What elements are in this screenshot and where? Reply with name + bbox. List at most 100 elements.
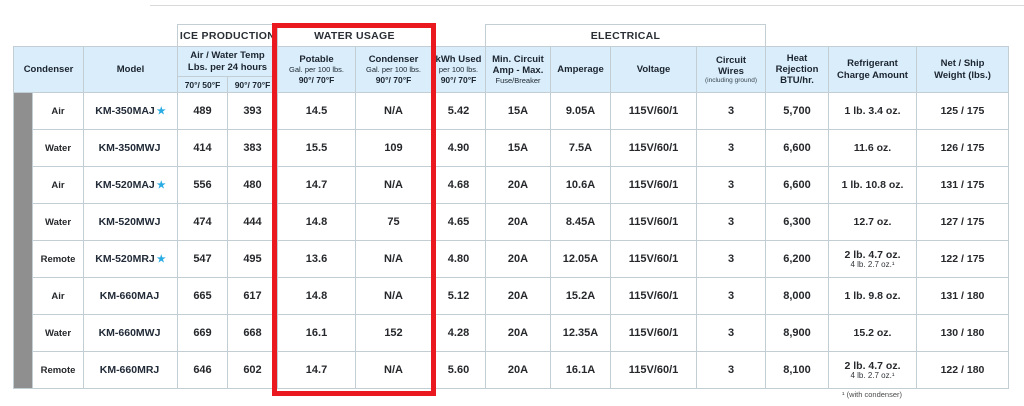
- cell-refrigerant: 2 lb. 4.7 oz. 4 lb. 2.7 oz.¹: [828, 351, 917, 389]
- col-header-condenser: Condenser: [13, 46, 84, 93]
- refrigerant-main: 2 lb. 4.7 oz.: [844, 359, 901, 372]
- cell-net-ship-weight: 122 / 180: [916, 351, 1009, 389]
- cell-refrigerant: 12.7 oz.: [828, 203, 917, 241]
- cell-refrigerant: 15.2 oz.: [828, 314, 917, 352]
- cell-heat-rejection: 8,900: [765, 314, 829, 352]
- cell-heat-rejection: 6,600: [765, 129, 829, 167]
- cell-condenser-gal: N/A: [355, 92, 432, 130]
- cell-condenser-type: Air: [32, 166, 84, 204]
- refrigerant-main: 1 lb. 9.8 oz.: [844, 289, 901, 302]
- cell-refrigerant: 11.6 oz.: [828, 129, 917, 167]
- cell-condenser-type: Remote: [32, 351, 84, 389]
- refrigerant-main: 11.6 oz.: [853, 141, 892, 154]
- refrigerant-main: 15.2 oz.: [853, 326, 892, 339]
- cell-lbs-90-70: 602: [227, 351, 278, 389]
- col-header-min-circuit: Min. Circuit Amp - Max. Fuse/Breaker: [485, 46, 551, 93]
- cell-net-ship-weight: 122 / 175: [916, 240, 1009, 278]
- cell-circuit-wires: 3: [696, 240, 766, 278]
- cell-lbs-70-50: 414: [177, 129, 228, 167]
- cell-kwh-used: 5.12: [431, 277, 486, 315]
- cell-amperage: 7.5A: [550, 129, 611, 167]
- cell-net-ship-weight: 131 / 175: [916, 166, 1009, 204]
- refrigerant-main: 1 lb. 10.8 oz.: [841, 178, 904, 191]
- model-label: KM-350MWJ: [98, 142, 161, 154]
- model-label: KM-660MAJ: [99, 290, 160, 302]
- cell-voltage: 115V/60/1: [610, 129, 697, 167]
- cell-voltage: 115V/60/1: [610, 166, 697, 204]
- cell-refrigerant: 2 lb. 4.7 oz. 4 lb. 2.7 oz.¹: [828, 240, 917, 278]
- refrigerant-main: 1 lb. 3.4 oz.: [844, 104, 901, 117]
- table-row: Air KM-520MAJ ★ 556 480 14.7 N/A 4.68 20A…: [14, 166, 1009, 204]
- cell-model: KM-350MAJ ★: [83, 92, 178, 130]
- cell-lbs-90-70: 495: [227, 240, 278, 278]
- star-icon: ★: [156, 254, 166, 265]
- cell-lbs-90-70: 480: [227, 166, 278, 204]
- cell-amperage: 16.1A: [550, 351, 611, 389]
- cell-min-circuit: 20A: [485, 203, 551, 241]
- cell-voltage: 115V/60/1: [610, 351, 697, 389]
- cell-circuit-wires: 3: [696, 351, 766, 389]
- col-header-amperage: Amperage: [550, 46, 611, 93]
- col-header-heat-rejection: Heat Rejection BTU/hr.: [765, 46, 829, 93]
- model-label: KM-660MWJ: [98, 327, 161, 339]
- cell-kwh-used: 4.68: [431, 166, 486, 204]
- cell-condenser-gal: 75: [355, 203, 432, 241]
- col-header-kwh: kWh Used per 100 lbs. 90°/ 70°F: [431, 46, 486, 93]
- col-header-potable: Potable Gal. per 100 lbs. 90°/ 70°F: [277, 46, 356, 93]
- cell-kwh-used: 5.42: [431, 92, 486, 130]
- cell-lbs-90-70: 383: [227, 129, 278, 167]
- cell-min-circuit: 20A: [485, 166, 551, 204]
- group-spacer-left: [13, 24, 178, 47]
- cell-condenser-type: Air: [32, 92, 84, 130]
- cell-lbs-90-70: 393: [227, 92, 278, 130]
- cell-lbs-90-70: 668: [227, 314, 278, 352]
- cell-circuit-wires: 3: [696, 203, 766, 241]
- table-row: Water KM-660MWJ 669 668 16.1 152 4.28 20…: [14, 314, 1009, 352]
- refrigerant-main: 12.7 oz.: [853, 215, 892, 228]
- group-ice-production: ICE PRODUCTION: [177, 24, 278, 47]
- cell-heat-rejection: 5,700: [765, 92, 829, 130]
- cell-refrigerant: 1 lb. 3.4 oz.: [828, 92, 917, 130]
- cell-condenser-type: Water: [32, 314, 84, 352]
- cell-amperage: 10.6A: [550, 166, 611, 204]
- cell-amperage: 9.05A: [550, 92, 611, 130]
- cell-lbs-70-50: 474: [177, 203, 228, 241]
- table-row: Air KM-350MAJ ★ 489 393 14.5 N/A 5.42 15A…: [13, 92, 1009, 389]
- cell-potable-gal: 15.5: [277, 129, 356, 167]
- col-header-temp-90-70: 90°/ 70°F: [227, 76, 278, 93]
- cell-model: KM-520MAJ ★: [83, 166, 178, 204]
- cell-net-ship-weight: 125 / 175: [916, 92, 1009, 130]
- model-label: KM-520MAJ: [95, 179, 155, 191]
- refrigerant-sub: 4 lb. 2.7 oz.¹: [850, 259, 895, 269]
- cell-potable-gal: 14.5: [277, 92, 356, 130]
- col-header-net-ship: Net / Ship Weight (lbs.): [916, 46, 1009, 93]
- cell-lbs-90-70: 444: [227, 203, 278, 241]
- star-icon: ★: [156, 180, 166, 191]
- cell-circuit-wires: 3: [696, 277, 766, 315]
- spec-table: ICE PRODUCTION WATER USAGE ELECTRICAL Co…: [13, 24, 1009, 389]
- col-header-model: Model: [83, 46, 178, 93]
- cell-condenser-type: Air: [32, 277, 84, 315]
- cell-condenser-type: Water: [32, 203, 84, 241]
- cell-heat-rejection: 6,300: [765, 203, 829, 241]
- col-header-refrigerant: Refrigerant Charge Amount: [828, 46, 917, 93]
- cell-lbs-70-50: 489: [177, 92, 228, 130]
- cell-net-ship-weight: 126 / 175: [916, 129, 1009, 167]
- cell-lbs-70-50: 556: [177, 166, 228, 204]
- left-accent-bar: [13, 92, 33, 389]
- cell-model: KM-520MWJ: [83, 203, 178, 241]
- cell-voltage: 115V/60/1: [610, 92, 697, 130]
- cell-model: KM-350MWJ: [83, 129, 178, 167]
- cell-kwh-used: 4.28: [431, 314, 486, 352]
- cell-voltage: 115V/60/1: [610, 203, 697, 241]
- group-water-usage: WATER USAGE: [277, 24, 432, 47]
- refrigerant-main: 2 lb. 4.7 oz.: [844, 248, 901, 261]
- cell-condenser-gal: N/A: [355, 166, 432, 204]
- cell-min-circuit: 15A: [485, 129, 551, 167]
- cell-model: KM-520MRJ ★: [83, 240, 178, 278]
- cell-condenser-gal: 109: [355, 129, 432, 167]
- cell-circuit-wires: 3: [696, 314, 766, 352]
- cell-condenser-gal: N/A: [355, 277, 432, 315]
- model-label: KM-350MAJ: [95, 105, 155, 117]
- star-icon: ★: [156, 106, 166, 117]
